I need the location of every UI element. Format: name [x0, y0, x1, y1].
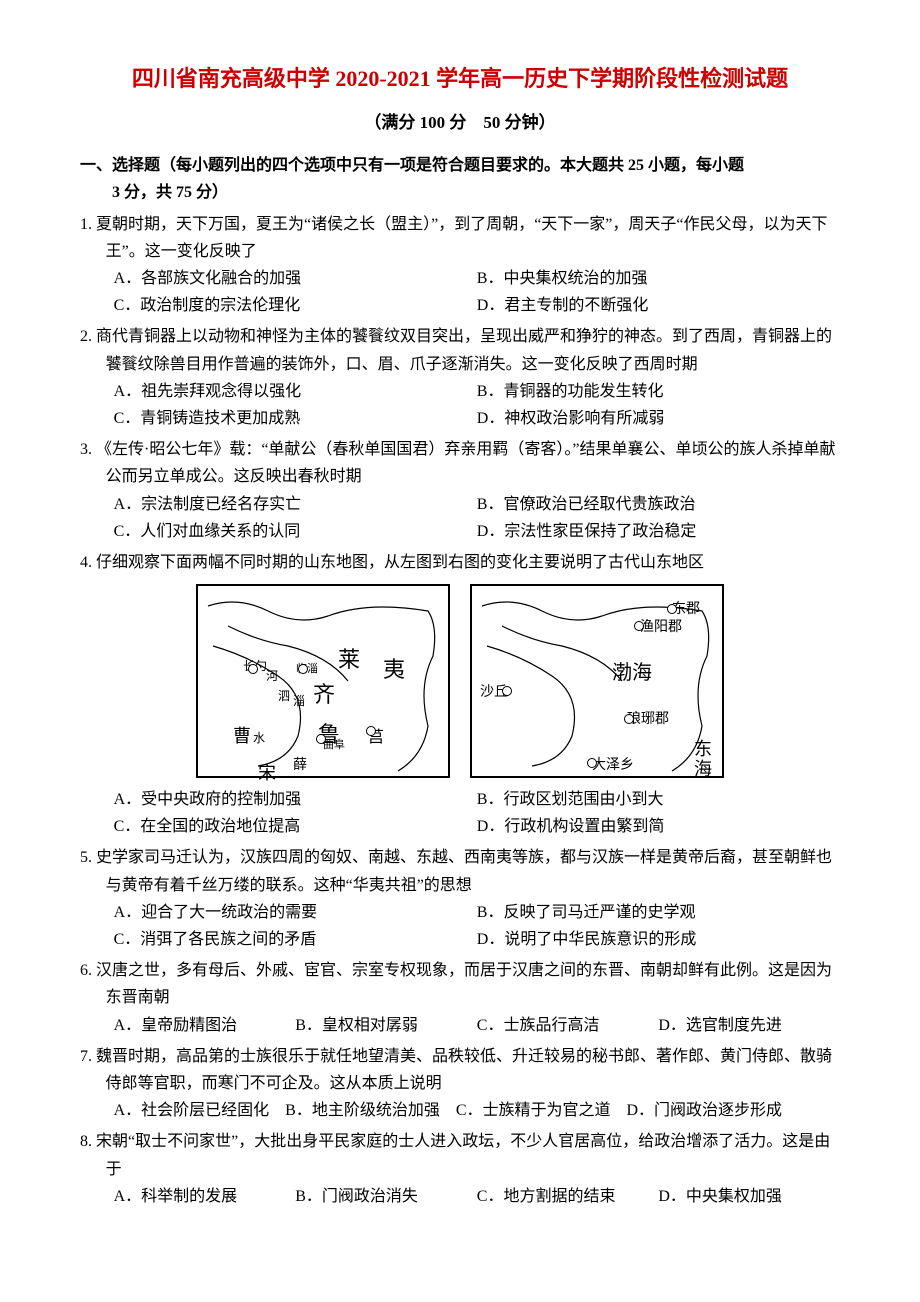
page-title: 四川省南充高级中学 2020-2021 学年高一历史下学期阶段性检测试题	[80, 60, 840, 97]
question-stem: 5. 史学家司马迁认为，汉族四周的匈奴、南越、东越、西南夷等族，都与汉族一样是黄…	[80, 844, 840, 898]
option: C．政治制度的宗法伦理化	[114, 292, 477, 319]
section-line2: 3 分，共 75 分）	[80, 179, 840, 206]
map-figure: 莱夷齐鲁曲阜长勺河泗淄临淄曹水莒薛宋	[196, 584, 450, 778]
map-label: 夷	[383, 651, 405, 688]
question: 4. 仔细观察下面两幅不同时期的山东地图，从左图到右图的变化主要说明了古代山东地…	[80, 549, 840, 841]
options: A．皇帝励精图治B．皇权相对孱弱C．士族品行高洁D．选官制度先进	[80, 1012, 840, 1039]
option: C．青铜铸造技术更加成熟	[114, 405, 477, 432]
map-label: 莱	[338, 641, 360, 678]
map-label: 泗	[278, 686, 290, 706]
option: A．迎合了大一统政治的需要	[114, 899, 477, 926]
option: D．说明了中华民族意识的形成	[477, 926, 840, 953]
option: C．士族品行高洁	[477, 1012, 659, 1039]
option: B．皇权相对孱弱	[295, 1012, 477, 1039]
question-stem: 8. 宋朝“取士不问家世”，大批出身平民家庭的士人进入政坛，不少人官居高位，给政…	[80, 1128, 840, 1182]
question: 5. 史学家司马迁认为，汉族四周的匈奴、南越、东越、西南夷等族，都与汉族一样是黄…	[80, 844, 840, 953]
option: C．消弭了各民族之间的矛盾	[114, 926, 477, 953]
options: A．各部族文化融合的加强B．中央集权统治的加强C．政治制度的宗法伦理化D．君主专…	[80, 265, 840, 319]
question: 8. 宋朝“取士不问家世”，大批出身平民家庭的士人进入政坛，不少人官居高位，给政…	[80, 1128, 840, 1210]
question: 2. 商代青铜器上以动物和神怪为主体的饕餮纹双目突出，呈现出威严和狰狞的神态。到…	[80, 323, 840, 432]
question-stem: 1. 夏朝时期，天下万国，夏王为“诸侯之长（盟主）”，到了周朝，“天下一家”，周…	[80, 211, 840, 265]
option: A．皇帝励精图治	[114, 1012, 296, 1039]
options: A．迎合了大一统政治的需要B．反映了司马迁严谨的史学观C．消弭了各民族之间的矛盾…	[80, 899, 840, 953]
map-label: 曹	[233, 721, 251, 752]
question-stem: 3. 《左传·昭公七年》载：“单献公（春秋单国国君）弃亲用羁（寄客）。”结果单襄…	[80, 436, 840, 490]
question-stem: 7. 魏晋时期，高品第的士族很乐于就任地望清美、品秩较低、升迁较易的秘书郎、著作…	[80, 1043, 840, 1097]
option: A．科举制的发展	[114, 1183, 296, 1210]
map-label: 渤海	[612, 656, 652, 690]
section-line1: 一、选择题（每小题列出的四个选项中只有一项是符合题目要求的。本大题共 25 小题…	[80, 157, 744, 174]
option: A．祖先崇拜观念得以强化	[114, 378, 477, 405]
option: B．青铜器的功能发生转化	[477, 378, 840, 405]
question: 3. 《左传·昭公七年》载：“单献公（春秋单国国君）弃亲用羁（寄客）。”结果单襄…	[80, 436, 840, 545]
figure-row: 莱夷齐鲁曲阜长勺河泗淄临淄曹水莒薛宋东郡渔阳郡渤海沙丘琅琊郡东海大泽乡	[80, 584, 840, 778]
options: A．科举制的发展B．门阀政治消失C．地方割据的结束D．中央集权加强	[80, 1183, 840, 1210]
map-label: 海	[694, 754, 712, 785]
option: C．人们对血缘关系的认同	[114, 518, 477, 545]
option: A．各部族文化融合的加强	[114, 265, 477, 292]
options: A．祖先崇拜观念得以强化B．青铜器的功能发生转化C．青铜铸造技术更加成熟D．神权…	[80, 378, 840, 432]
map-label: 齐	[313, 676, 335, 713]
map-label: 大泽乡	[592, 754, 634, 778]
question-stem: 4. 仔细观察下面两幅不同时期的山东地图，从左图到右图的变化主要说明了古代山东地…	[80, 549, 840, 576]
question-stem: 2. 商代青铜器上以动物和神怪为主体的饕餮纹双目突出，呈现出威严和狰狞的神态。到…	[80, 323, 840, 377]
section-heading: 一、选择题（每小题列出的四个选项中只有一项是符合题目要求的。本大题共 25 小题…	[80, 152, 840, 206]
options: A．社会阶层已经固化 B．地主阶级统治加强 C．士族精于为官之道 D．门阀政治逐…	[80, 1097, 840, 1124]
question: 6. 汉唐之世，多有母后、外戚、宦官、宗室专权现象，而居于汉唐之间的东晋、南朝却…	[80, 957, 840, 1039]
map-label: 宋	[258, 758, 276, 789]
option: D．中央集权加强	[658, 1183, 840, 1210]
option: B．中央集权统治的加强	[477, 265, 840, 292]
option: D．行政机构设置由繁到简	[477, 813, 840, 840]
option: D．神权政治影响有所减弱	[477, 405, 840, 432]
question: 1. 夏朝时期，天下万国，夏王为“诸侯之长（盟主）”，到了周朝，“天下一家”，周…	[80, 211, 840, 320]
question-stem: 6. 汉唐之世，多有母后、外戚、宦官、宗室专权现象，而居于汉唐之间的东晋、南朝却…	[80, 957, 840, 1011]
option: D．君主专制的不断强化	[477, 292, 840, 319]
map-label: 河	[266, 666, 278, 686]
option: B．门阀政治消失	[295, 1183, 477, 1210]
map-label: 渔阳郡	[640, 616, 682, 640]
options: A．受中央政府的控制加强B．行政区划范围由小到大C．在全国的政治地位提高D．行政…	[80, 786, 840, 840]
option: D．宗法性家臣保持了政治稳定	[477, 518, 840, 545]
option: C．在全国的政治地位提高	[114, 813, 477, 840]
option: A．受中央政府的控制加强	[114, 786, 477, 813]
map-figure: 东郡渔阳郡渤海沙丘琅琊郡东海大泽乡	[470, 584, 724, 778]
options: A．宗法制度已经名存实亡B．官僚政治已经取代贵族政治C．人们对血缘关系的认同D．…	[80, 491, 840, 545]
option: C．地方割据的结束	[477, 1183, 659, 1210]
option: B．反映了司马迁严谨的史学观	[477, 899, 840, 926]
option: A．宗法制度已经名存实亡	[114, 491, 477, 518]
option: B．官僚政治已经取代贵族政治	[477, 491, 840, 518]
exam-info: （满分 100 分 50 分钟）	[80, 109, 840, 138]
option: B．行政区划范围由小到大	[477, 786, 840, 813]
option: D．选官制度先进	[658, 1012, 840, 1039]
question: 7. 魏晋时期，高品第的士族很乐于就任地望清美、品秩较低、升迁较易的秘书郎、著作…	[80, 1043, 840, 1125]
map-label: 水	[253, 728, 265, 748]
map-label: 淄	[293, 691, 305, 711]
map-label: 曲阜	[323, 736, 345, 755]
map-label: 薛	[293, 754, 307, 778]
